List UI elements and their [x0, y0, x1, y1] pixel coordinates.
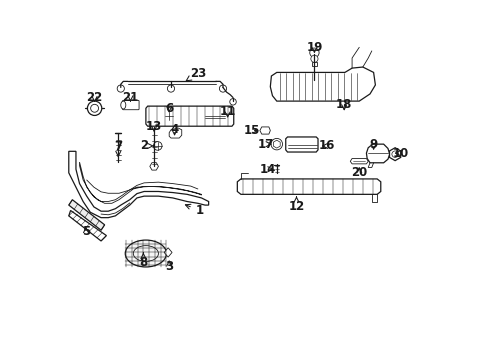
Circle shape	[229, 99, 236, 105]
Text: 17: 17	[257, 138, 274, 150]
Text: 11: 11	[219, 105, 235, 118]
Polygon shape	[145, 106, 233, 126]
Circle shape	[309, 48, 319, 57]
Polygon shape	[164, 248, 172, 257]
Circle shape	[117, 85, 124, 92]
Polygon shape	[198, 112, 203, 120]
Text: 23: 23	[186, 67, 205, 81]
Polygon shape	[198, 112, 228, 123]
Text: 6: 6	[165, 102, 173, 115]
Circle shape	[391, 151, 398, 157]
Circle shape	[90, 104, 99, 112]
Polygon shape	[237, 179, 380, 194]
Text: 8: 8	[139, 253, 147, 269]
Text: 15: 15	[243, 124, 259, 137]
Polygon shape	[273, 140, 280, 148]
FancyBboxPatch shape	[122, 100, 139, 110]
Text: 21: 21	[122, 91, 138, 104]
Text: 22: 22	[86, 91, 102, 104]
Polygon shape	[69, 211, 106, 241]
Circle shape	[219, 85, 226, 92]
Polygon shape	[366, 144, 389, 163]
Polygon shape	[149, 163, 158, 170]
Polygon shape	[285, 137, 317, 152]
Text: 18: 18	[335, 98, 352, 111]
Text: 3: 3	[165, 260, 173, 273]
Text: 14: 14	[259, 163, 275, 176]
Text: 20: 20	[350, 166, 366, 179]
Text: 13: 13	[146, 120, 162, 133]
Polygon shape	[270, 67, 375, 101]
Text: 16: 16	[318, 139, 334, 152]
Text: 19: 19	[305, 41, 322, 54]
Polygon shape	[80, 162, 201, 203]
Circle shape	[165, 112, 173, 120]
Text: 7: 7	[114, 140, 122, 156]
Text: 4: 4	[170, 123, 178, 136]
Text: 10: 10	[391, 147, 408, 159]
Polygon shape	[389, 148, 400, 161]
Circle shape	[153, 141, 162, 150]
Circle shape	[87, 101, 102, 116]
Polygon shape	[260, 127, 270, 134]
Polygon shape	[169, 128, 182, 138]
Polygon shape	[69, 200, 104, 230]
FancyBboxPatch shape	[311, 62, 317, 66]
Text: 12: 12	[288, 197, 304, 213]
Circle shape	[270, 138, 282, 150]
Ellipse shape	[121, 101, 125, 109]
Polygon shape	[349, 158, 367, 164]
Text: 9: 9	[369, 138, 377, 150]
Ellipse shape	[125, 240, 166, 267]
Text: 2: 2	[140, 139, 153, 152]
Circle shape	[167, 85, 174, 92]
Polygon shape	[69, 151, 208, 218]
Text: 1: 1	[185, 204, 203, 217]
Text: 5: 5	[81, 225, 90, 238]
Circle shape	[310, 55, 317, 62]
